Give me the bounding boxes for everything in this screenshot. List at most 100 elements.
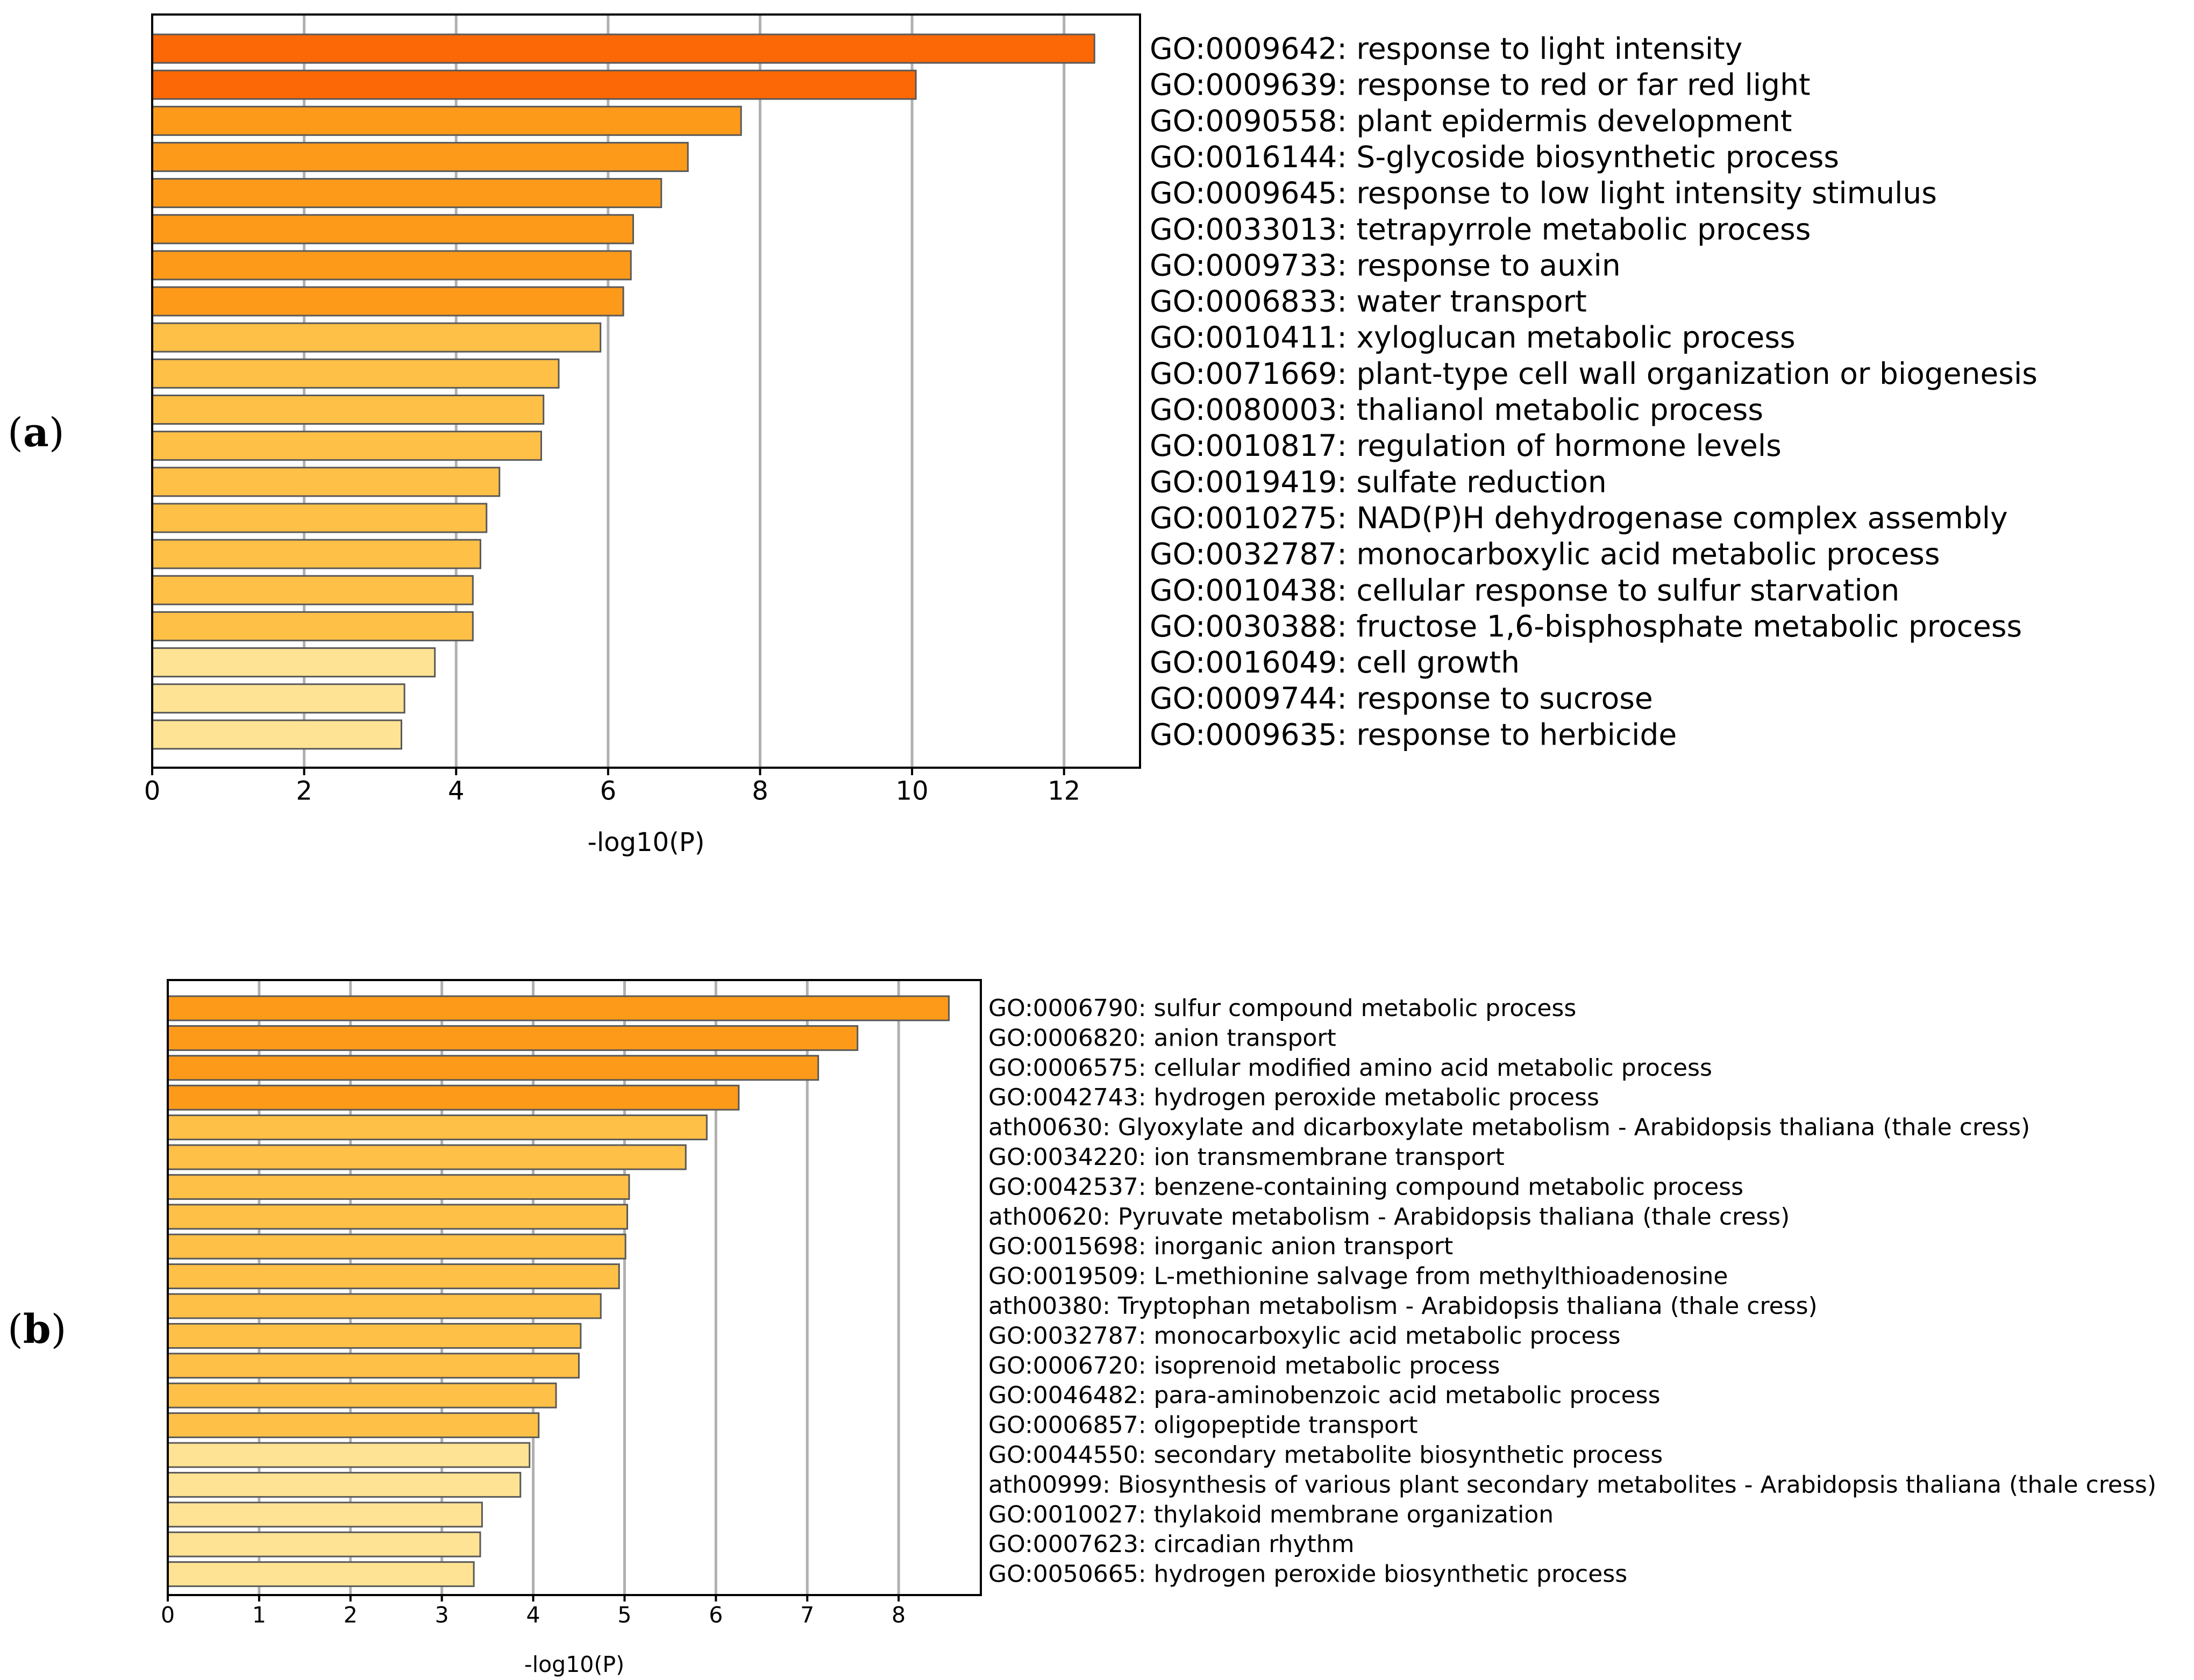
category-label: GO:0032787: monocarboxylic acid metaboli… xyxy=(1150,537,1940,571)
panel-label-open: ( xyxy=(8,1306,23,1353)
plot-frame xyxy=(167,979,982,1596)
bar xyxy=(151,503,488,533)
category-label: GO:0034220: ion transmembrane transport xyxy=(988,1143,1505,1171)
bar xyxy=(151,33,1095,64)
bar xyxy=(167,1025,859,1051)
x-tick-label: 12 xyxy=(1048,776,1080,806)
bar xyxy=(151,467,501,497)
category-label: GO:0042537: benzene-containing compound … xyxy=(988,1173,1743,1200)
bar xyxy=(151,178,663,209)
plot-frame xyxy=(151,13,1141,769)
bar xyxy=(167,1561,475,1588)
bar xyxy=(167,1233,626,1260)
bar xyxy=(167,1442,531,1468)
category-label: GO:0050665: hydrogen peroxide biosynthet… xyxy=(988,1561,1627,1588)
bar xyxy=(167,1263,620,1290)
bar xyxy=(151,647,436,678)
bar xyxy=(151,286,624,317)
x-tick-label: 1 xyxy=(252,1602,266,1628)
category-label: GO:0016144: S-glycoside biosynthetic pro… xyxy=(1150,140,1839,174)
bar xyxy=(151,395,545,425)
category-label: GO:0033013: tetrapyrrole metabolic proce… xyxy=(1150,212,1811,246)
x-tick-label: 2 xyxy=(344,1602,358,1628)
bar xyxy=(167,1531,481,1557)
bar xyxy=(151,69,917,100)
x-tick-label: 8 xyxy=(892,1602,906,1628)
bar xyxy=(167,1114,708,1141)
category-label: ath00380: Tryptophan metabolism - Arabid… xyxy=(988,1292,1818,1320)
bar xyxy=(167,1174,630,1200)
x-tick-label: 3 xyxy=(435,1602,449,1628)
panel-label: (a) xyxy=(8,410,65,456)
x-axis-label: -log10(P) xyxy=(524,1652,624,1677)
category-label: ath00620: Pyruvate metabolism - Arabidop… xyxy=(988,1203,1790,1231)
x-tick-label: 6 xyxy=(600,776,617,806)
category-label: GO:0016049: cell growth xyxy=(1150,645,1520,680)
category-label: GO:0010817: regulation of hormone levels xyxy=(1150,428,1782,463)
bar xyxy=(167,1144,687,1170)
category-label: GO:0019419: sulfate reduction xyxy=(1150,464,1607,499)
category-label: GO:0006790: sulfur compound metabolic pr… xyxy=(988,995,1576,1022)
bar xyxy=(167,1322,582,1349)
category-label: GO:0009635: response to herbicide xyxy=(1150,717,1677,752)
x-tick-label: 4 xyxy=(448,776,465,806)
category-label: ath00630: Glyoxylate and dicarboxylate m… xyxy=(988,1114,2030,1141)
category-label: GO:0010411: xyloglucan metabolic process xyxy=(1150,320,1796,355)
panel-label-close: ) xyxy=(51,1306,67,1353)
category-label: GO:0046482: para-aminobenzoic acid metab… xyxy=(988,1382,1661,1409)
category-label: GO:0006857: oligopeptide transport xyxy=(988,1412,1417,1439)
category-label: GO:0015698: inorganic anion transport xyxy=(988,1233,1453,1260)
bar xyxy=(167,1502,483,1528)
category-label: GO:0010027: thylakoid membrane organizat… xyxy=(988,1501,1554,1528)
panel-label: (b) xyxy=(8,1306,67,1353)
bar xyxy=(167,1293,602,1319)
bar xyxy=(167,1382,557,1409)
x-tick-label: 4 xyxy=(526,1602,540,1628)
category-label: GO:0080003: thalianol metabolic process xyxy=(1150,392,1763,427)
category-label: GO:0006820: anion transport xyxy=(988,1024,1336,1052)
category-label: GO:0030388: fructose 1,6-bisphosphate me… xyxy=(1150,609,2022,644)
category-label: GO:0007623: circadian rhythm xyxy=(988,1531,1354,1558)
bar xyxy=(167,1084,740,1111)
x-tick-label: 8 xyxy=(752,776,768,806)
x-tick-label: 0 xyxy=(144,776,161,806)
x-tick-label: 6 xyxy=(709,1602,723,1628)
bar xyxy=(151,214,634,245)
bar xyxy=(167,1353,580,1379)
x-tick-label: 10 xyxy=(896,776,929,806)
category-label: GO:0006833: water transport xyxy=(1150,284,1587,319)
chart-panel-a: (a) GO:0009642: response to light intensi… xyxy=(8,13,2038,857)
x-tick-label: 5 xyxy=(617,1602,631,1628)
panel-label-open: ( xyxy=(8,410,23,456)
bar xyxy=(167,1055,820,1081)
category-label: GO:0010438: cellular response to sulfur … xyxy=(1150,573,1899,607)
category-label: GO:0006575: cellular modified amino acid… xyxy=(988,1054,1712,1082)
bar xyxy=(151,683,405,714)
bar xyxy=(151,575,474,605)
bar xyxy=(151,719,402,750)
bar xyxy=(151,141,689,172)
bar xyxy=(151,322,602,353)
category-label: GO:0042743: hydrogen peroxide metabolic … xyxy=(988,1084,1599,1111)
category-label: ath00999: Biosynthesis of various plant … xyxy=(988,1471,2156,1498)
category-label: GO:0090558: plant epidermis development xyxy=(1150,104,1792,138)
category-label: GO:0071669: plant-type cell wall organiz… xyxy=(1150,356,2038,391)
category-label: GO:0044550: secondary metabolite biosynt… xyxy=(988,1441,1663,1469)
bar xyxy=(167,1471,522,1498)
category-label: GO:0006720: isoprenoid metabolic process xyxy=(988,1352,1500,1379)
x-tick-label: 2 xyxy=(296,776,312,806)
bar xyxy=(167,1204,629,1230)
category-label: GO:0009642: response to light intensity xyxy=(1150,32,1742,66)
bar xyxy=(151,250,632,281)
x-tick-label: 0 xyxy=(161,1602,175,1628)
x-axis-label: -log10(P) xyxy=(588,827,705,857)
x-tick-label: 7 xyxy=(800,1602,814,1628)
bar xyxy=(151,539,481,569)
panel-label-close: ) xyxy=(49,410,65,456)
bar xyxy=(151,611,474,641)
category-label: GO:0032787: monocarboxylic acid metaboli… xyxy=(988,1322,1621,1349)
bar xyxy=(167,1412,540,1439)
category-label: GO:0009733: response to auxin xyxy=(1150,248,1621,282)
category-label: GO:0009744: response to sucrose xyxy=(1150,681,1653,716)
